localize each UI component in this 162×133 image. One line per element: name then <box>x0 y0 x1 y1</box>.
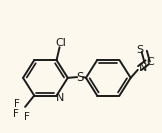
Text: F: F <box>14 99 20 109</box>
Text: S: S <box>76 71 84 84</box>
Text: F: F <box>24 112 30 122</box>
Text: S: S <box>137 45 144 55</box>
Text: N: N <box>56 93 64 103</box>
Text: F: F <box>13 109 19 119</box>
Text: N: N <box>139 63 147 73</box>
Text: Cl: Cl <box>56 38 67 48</box>
Text: C: C <box>147 57 154 66</box>
